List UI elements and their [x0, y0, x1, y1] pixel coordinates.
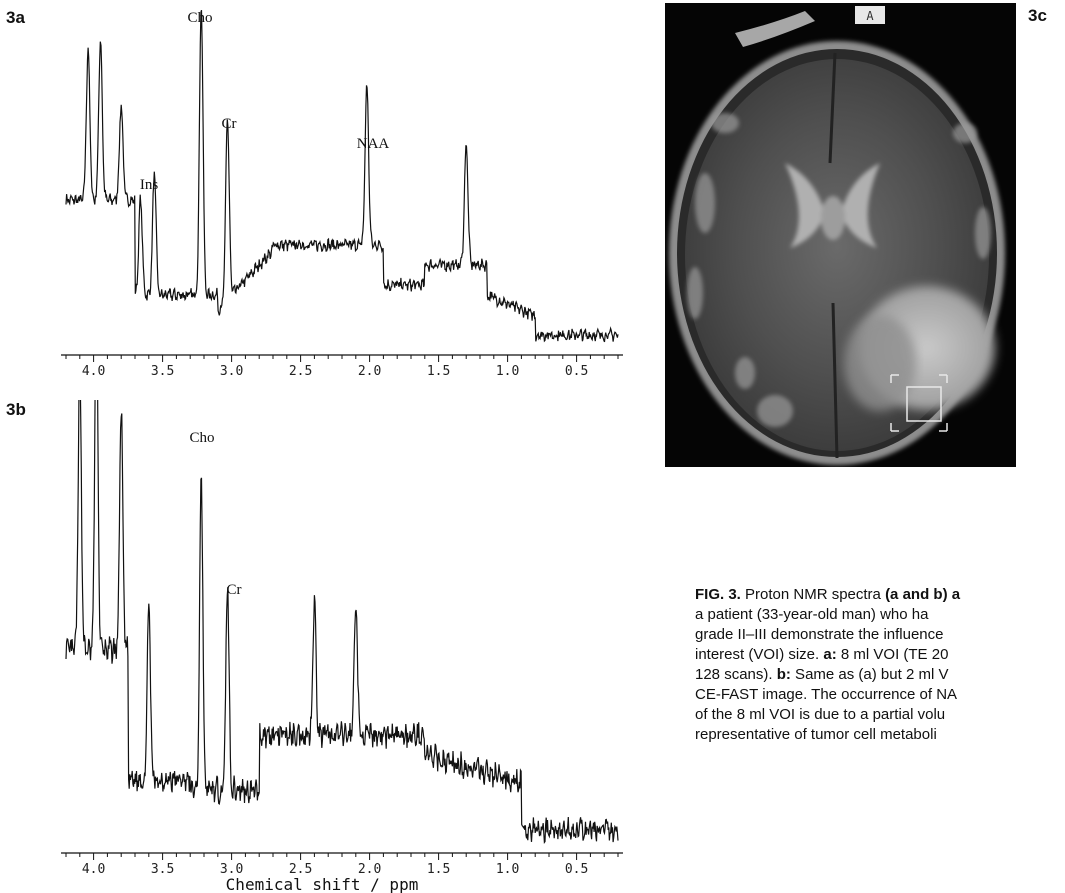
peak-label-cr: Cr [227, 582, 242, 598]
x-tick-label: 2.5 [289, 862, 312, 877]
x-tick-label: 4.0 [82, 862, 105, 877]
caption-line-7: of the 8 ml VOI is due to a partial volu [695, 706, 946, 723]
caption-line-4: interest (VOI) size. a: 8 ml VOI (TE 20 [695, 645, 1065, 665]
figure-caption: FIG. 3. Proton NMR spectra (a and b) a a… [695, 585, 1065, 745]
x-tick-label: 1.5 [427, 862, 450, 877]
x-tick-label: 3.0 [220, 862, 243, 877]
peak-label-cho: Cho [189, 430, 214, 446]
x-tick-label: 1.0 [496, 364, 519, 379]
peak-label-cho: Cho [187, 10, 212, 26]
x-tick-label: 0.5 [565, 364, 588, 379]
peak-label-naa: NAA [357, 136, 390, 152]
caption-line-1-bold: (a and b) a [885, 586, 961, 603]
orientation-marker-label: A [866, 9, 874, 23]
peak-label-cr: Cr [222, 116, 237, 132]
caption-line-4-pre: interest (VOI) size. [695, 646, 824, 663]
x-tick-label: 3.5 [151, 364, 174, 379]
spectrum-trace [65, 9, 619, 343]
x-tick-label: 2.0 [358, 862, 381, 877]
caption-a-label: a: [823, 646, 837, 663]
caption-line-5-pre: 128 scans). [695, 666, 777, 683]
panel-label-3b: 3b [6, 400, 26, 419]
x-tick-label: 3.5 [151, 862, 174, 877]
x-tick-label: 1.0 [496, 862, 519, 877]
mri-brain-image: A [665, 3, 1016, 467]
spectrum-3a: 4.0 3.5 3.0 2.5 2.0 1.5 1.0 0.5 Ins Cho Cr NAA [61, 9, 623, 379]
caption-line-6: CE-FAST image. The occurrence of NA [695, 686, 958, 703]
caption-line-4-post: 8 ml VOI (TE 20 [836, 646, 949, 663]
caption-fig-label: FIG. 3. [695, 586, 741, 603]
caption-line-3: grade II–III demonstrate the influence [695, 626, 944, 643]
x-tick-label: 2.5 [289, 364, 312, 379]
x-tick-label: 2.0 [358, 364, 381, 379]
spectrum-trace [65, 400, 619, 845]
peak-label-ins: Ins [140, 177, 158, 193]
x-tick-label: 4.0 [82, 364, 105, 379]
caption-line-5: 128 scans). b: Same as (a) but 2 ml V [695, 665, 1065, 685]
x-tick-label: 0.5 [565, 862, 588, 877]
caption-line-1-text: Proton NMR spectra [740, 586, 886, 603]
orientation-marker [855, 6, 885, 24]
panel-label-3a: 3a [6, 8, 25, 27]
spectrum-3b: 4.0 3.5 3.0 2.5 2.0 1.5 1.0 0.5 Chemical shift /… [61, 400, 623, 893]
caption-line-8: representative of tumor cell metaboli [695, 726, 937, 743]
x-tick-label: 1.5 [427, 364, 450, 379]
x-axis-title: Chemical shift / ppm [226, 875, 419, 893]
x-tick-label: 3.0 [220, 364, 243, 379]
panel-label-3c: 3c [1028, 6, 1047, 25]
caption-line-1: FIG. 3. Proton NMR spectra (a and b) a [695, 585, 1065, 605]
caption-b-label: b: [776, 666, 791, 683]
caption-line-2: a patient (33-year-old man) who ha [695, 606, 929, 623]
caption-line-5-post: Same as (a) but 2 ml V [790, 666, 949, 683]
